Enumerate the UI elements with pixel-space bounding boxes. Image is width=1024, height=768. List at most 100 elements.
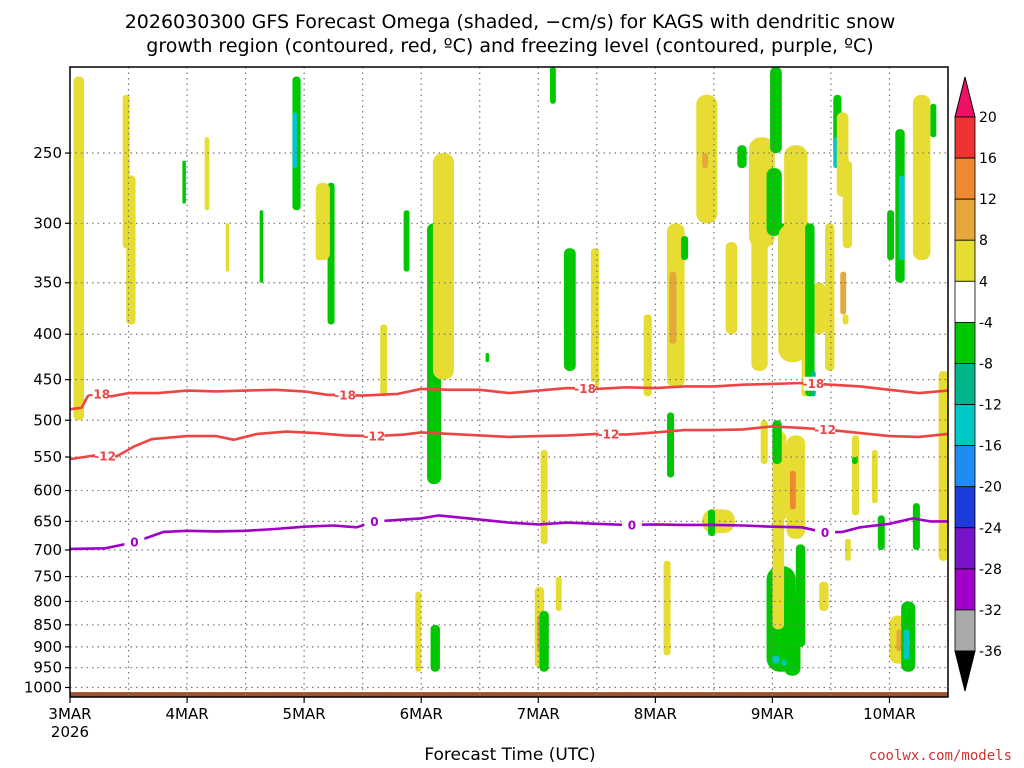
omega-region-green (805, 223, 815, 397)
omega-region-yellow (73, 76, 85, 421)
omega-region-yellow (725, 242, 738, 335)
y-tick-label: 800 (33, 592, 62, 610)
omega-region-orange (702, 153, 709, 169)
contour-label: -18 (803, 377, 825, 391)
contour-label: -18 (574, 382, 596, 396)
omega-region-green (667, 412, 675, 478)
chart-subtitle: growth region (contoured, red, ºC) and f… (146, 35, 873, 57)
omega-region-yellow (772, 484, 785, 630)
contour-label-bg (815, 422, 836, 437)
colorbar-segment (954, 527, 976, 570)
y-tick-label: 600 (33, 482, 62, 500)
y-tick-label: 650 (33, 512, 62, 530)
plot-frame (69, 66, 949, 698)
colorbar-segment (954, 321, 976, 364)
colorbar-label: 16 (979, 151, 997, 167)
colorbar-segment (954, 445, 976, 488)
omega-region-green (182, 160, 186, 204)
omega-region-green (772, 420, 782, 464)
contour-label-bg (598, 427, 619, 442)
colorbar-label: -24 (979, 521, 1002, 537)
omega-region-yellow (842, 314, 849, 325)
omega-region-cyan (772, 655, 780, 664)
x-tick-label: 6MAR (400, 705, 443, 723)
y-tick-label: 900 (33, 638, 62, 656)
contour-label: -18 (334, 389, 356, 403)
credit-text: coolwx.com/models (869, 748, 1012, 764)
colorbar: 20 16 12 8 4 -4 -8 -12 -16 -20 -24 -28 -32 -36 (954, 76, 1002, 692)
omega-region-yellow (540, 449, 548, 545)
contour-label: -12 (814, 423, 836, 437)
contour-layer: -18 -18 -18 -18 -12 -12 -12 -12 0 0 0 0 (69, 376, 949, 551)
colorbar-segment (954, 239, 976, 282)
colorbar-label: -20 (979, 480, 1002, 496)
colorbar-label: 20 (979, 110, 997, 126)
omega-region-cyan (903, 629, 910, 660)
omega-region-darkorange (789, 470, 796, 510)
omega-region-green (430, 624, 440, 672)
contour-label: -18 (88, 388, 110, 402)
y-tick-label: 400 (33, 325, 62, 343)
omega-region-yellow (852, 435, 860, 516)
omega-region-yellow (415, 591, 422, 672)
colorbar-label: 12 (979, 192, 997, 208)
y-tick-label: 300 (33, 214, 62, 232)
omega-region-cyan (292, 112, 298, 169)
x-tick-label: 7MAR (517, 705, 560, 723)
x-tick-label: 5MAR (283, 705, 326, 723)
omega-region-orange (669, 271, 677, 344)
contour-label-bg (803, 376, 824, 391)
colorbar-segment (954, 609, 976, 652)
omega-region-yellow (825, 223, 835, 371)
contour-label-bg (364, 429, 385, 444)
omega-region-yellow (643, 314, 652, 397)
y-tick-label: 1000 (24, 678, 62, 696)
omega-region-green (549, 67, 556, 104)
omega-region-green (930, 103, 937, 138)
x-tick-label: 4MAR (165, 705, 208, 723)
y-tick-label: 550 (33, 448, 62, 466)
y-tick-label: 750 (33, 568, 62, 586)
contour-label: -12 (364, 430, 386, 444)
omega-region-green (877, 515, 885, 550)
ground-surface (70, 692, 948, 697)
omega-region-green (852, 456, 858, 464)
omega-region-yellow (819, 581, 829, 611)
omega-region-green (766, 168, 782, 236)
omega-region-yellow (126, 175, 136, 325)
contour-line--18 (69, 381, 949, 411)
omega-region-yellow (315, 182, 330, 261)
colorbar-segment (954, 198, 976, 241)
omega-region-yellow (590, 248, 600, 389)
y-tick-label: 500 (33, 411, 62, 429)
colorbar-label: -12 (979, 398, 1002, 414)
colorbar-segment (954, 486, 976, 529)
y-tick-label: 450 (33, 371, 62, 389)
omega-region-cyan (898, 175, 905, 261)
colorbar-label: -16 (979, 439, 1002, 455)
x-tick-label: 3MAR (48, 705, 91, 723)
omega-region-yellow (760, 420, 768, 464)
x-axis-title: Forecast Time (UTC) (424, 745, 595, 765)
colorbar-label: 4 (979, 274, 988, 290)
contour-label-bg (364, 514, 385, 529)
x-tick-label: 10MAR (863, 705, 916, 723)
omega-region-orange (896, 629, 902, 652)
colorbar-top-arrow (954, 76, 976, 118)
x-tick-label: 8MAR (634, 705, 677, 723)
x-tick-label: 9MAR (751, 705, 794, 723)
omega-region-yellow (871, 449, 878, 504)
omega-region-green (770, 67, 782, 154)
contour-label-bg (124, 535, 145, 550)
omega-region-green (259, 210, 264, 283)
omega-region-green (564, 248, 576, 371)
omega-region-yellow (555, 576, 562, 611)
omega-region-yellow (225, 223, 230, 272)
contour-label: -12 (94, 449, 116, 463)
contour-label: -12 (598, 428, 620, 442)
colorbar-segment (954, 116, 976, 159)
omega-shading-layer (73, 67, 948, 676)
contour-label: 0 (628, 518, 636, 532)
contour-label: 0 (130, 536, 138, 550)
